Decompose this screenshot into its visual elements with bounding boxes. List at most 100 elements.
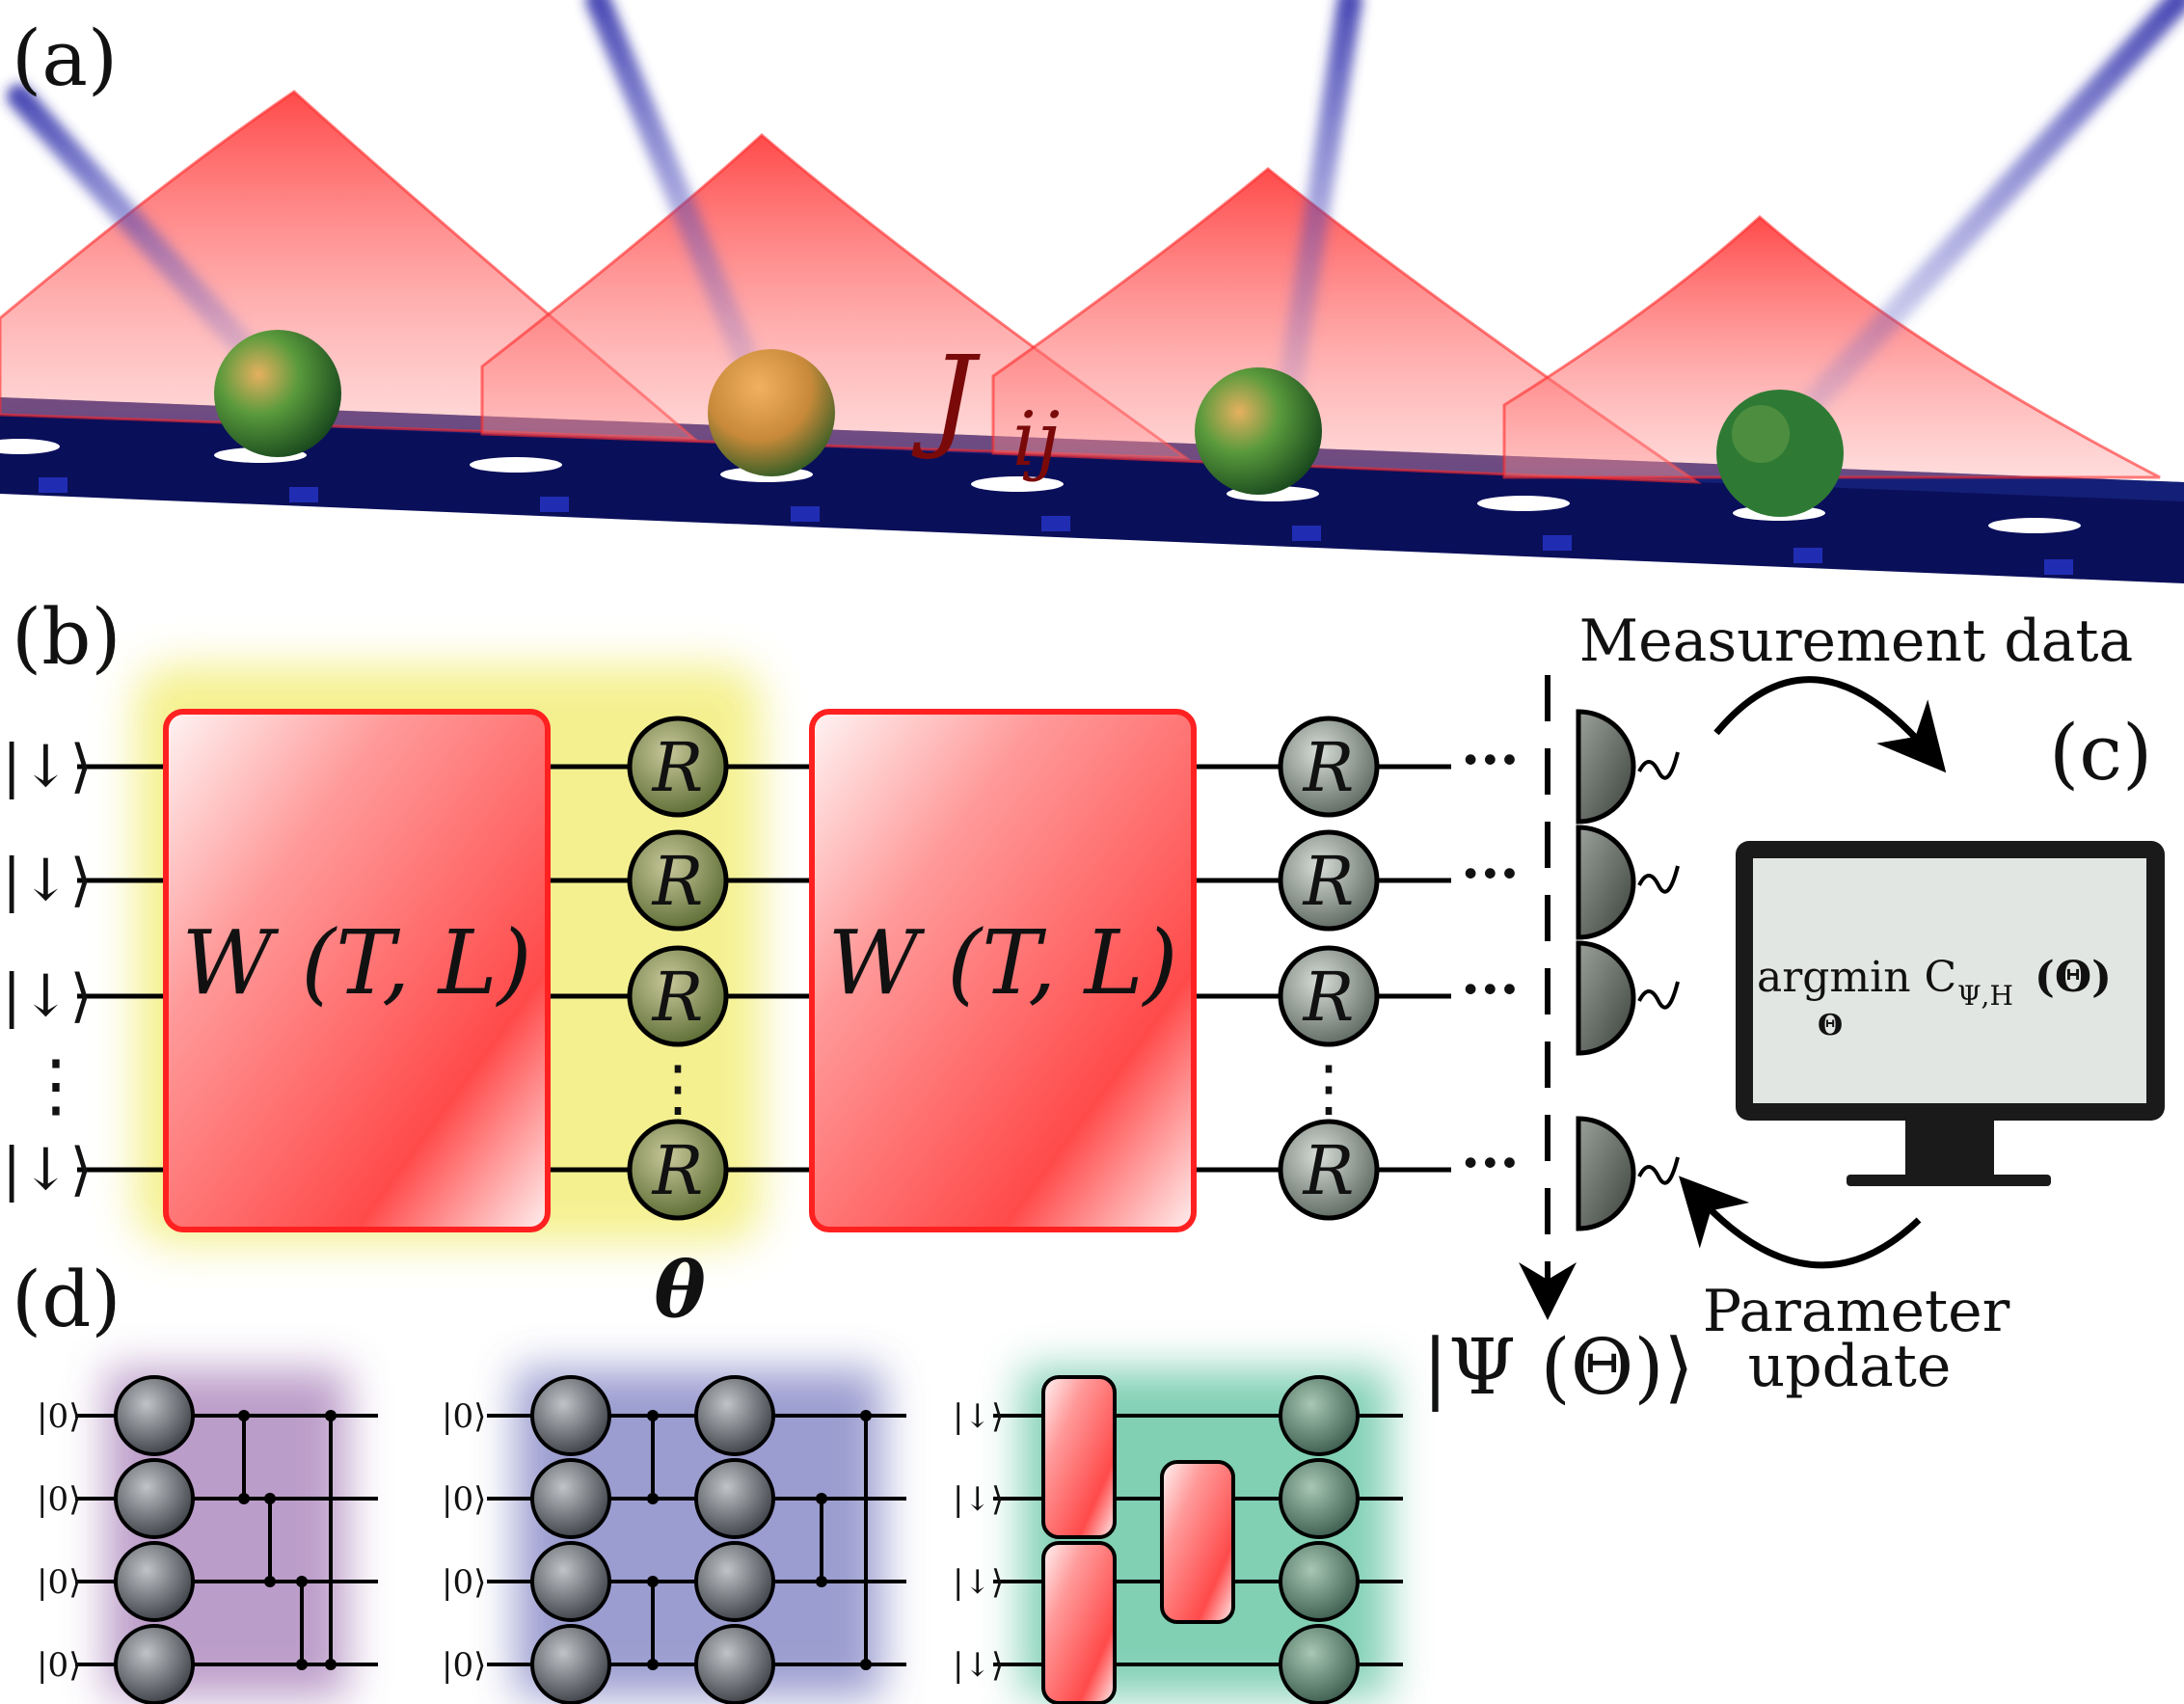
measurement-arrow bbox=[1713, 676, 1947, 773]
single-qubit-gate bbox=[694, 1458, 775, 1539]
rotation-gate bbox=[627, 829, 729, 932]
computer-monitor bbox=[1736, 841, 2165, 1186]
single-qubit-gate bbox=[1279, 1541, 1360, 1622]
input-states: |↓⟩ |↓⟩ |↓⟩ |↓⟩ ⋮ bbox=[2, 733, 93, 1204]
atom bbox=[214, 330, 341, 457]
screen-argument: (Θ) bbox=[2035, 953, 2112, 1002]
lattice-site bbox=[1477, 496, 1570, 511]
two-qubit-gate bbox=[1160, 1460, 1235, 1624]
ket-down: |↓⟩ bbox=[953, 1646, 1004, 1685]
ket-zero: |0⟩ bbox=[442, 1480, 486, 1519]
detector bbox=[1576, 709, 1636, 825]
rotation-gate bbox=[627, 1119, 729, 1221]
detector bbox=[1576, 825, 1636, 940]
ket-zero: |0⟩ bbox=[37, 1397, 81, 1436]
potential-wedge bbox=[1502, 214, 2161, 479]
input-ket: |↓⟩ bbox=[2, 733, 93, 800]
laser-beam bbox=[585, 0, 769, 398]
single-qubit-gate bbox=[114, 1624, 195, 1704]
rotation-label: R bbox=[651, 842, 704, 921]
input-ket: |↓⟩ bbox=[2, 847, 93, 914]
panel-label-a: (a) bbox=[12, 14, 118, 103]
rotation-gate bbox=[1278, 1119, 1380, 1221]
detectors bbox=[1576, 709, 1636, 1231]
wire-ellipsis: ··· bbox=[1461, 1130, 1520, 1196]
ket-zero: |0⟩ bbox=[442, 1646, 486, 1685]
rotation-column-2 bbox=[1278, 716, 1380, 1221]
wire-ellipsis: ··· bbox=[1461, 957, 1520, 1022]
update-arrow bbox=[1678, 1176, 1922, 1269]
rotation-label: R bbox=[1302, 842, 1355, 921]
rotation-gate bbox=[627, 716, 729, 818]
single-qubit-gate bbox=[1279, 1458, 1360, 1539]
rotation-label: R bbox=[651, 728, 704, 807]
rotation-label: R bbox=[1302, 1131, 1355, 1210]
circuit-1: |0⟩ |0⟩ |0⟩ |0⟩ bbox=[37, 1369, 378, 1704]
panel-b: (b) |↓⟩ |↓⟩ |↓⟩ |↓⟩ ⋮ W (T, L) W (T, L) bbox=[2, 592, 2133, 1412]
laser-beam bbox=[7, 84, 283, 389]
ket-zero: |0⟩ bbox=[37, 1480, 81, 1519]
rotation-gate bbox=[1278, 829, 1380, 932]
circuit-3: |↓⟩ |↓⟩ |↓⟩ |↓⟩ bbox=[953, 1369, 1403, 1704]
monitor-stand bbox=[1905, 1121, 1994, 1178]
single-qubit-gate bbox=[114, 1375, 195, 1456]
panel-c: (c) argmin C Ψ,H (Θ) Θ Parameter update bbox=[1678, 708, 2165, 1400]
measurement-label: Measurement data bbox=[1579, 608, 2134, 675]
ket-zero: |0⟩ bbox=[37, 1646, 81, 1685]
single-qubit-gate bbox=[1279, 1624, 1360, 1704]
single-qubit-gate bbox=[1279, 1375, 1360, 1456]
rotation-label: R bbox=[1302, 728, 1355, 807]
input-ket: |↓⟩ bbox=[2, 962, 93, 1030]
atom bbox=[708, 349, 835, 476]
single-qubit-gate bbox=[530, 1624, 611, 1704]
panel-label-c: (c) bbox=[2049, 708, 2152, 798]
input-ket: |↓⟩ bbox=[2, 1136, 93, 1204]
screen-argmin: argmin C bbox=[1757, 953, 1956, 1002]
interaction-potentials bbox=[0, 90, 2161, 484]
panel-label-b: (b) bbox=[12, 592, 121, 682]
two-qubit-gate bbox=[1041, 1375, 1117, 1539]
wire-ellipsis: ··· bbox=[1461, 727, 1520, 793]
single-qubit-gate bbox=[530, 1458, 611, 1539]
panel-label-d: (d) bbox=[12, 1255, 121, 1344]
laser-beam bbox=[1275, 0, 1362, 418]
w-block-label: W (T, L) bbox=[827, 911, 1177, 1014]
ket-zero: |0⟩ bbox=[37, 1563, 81, 1602]
rotation-vdots: ⋮ bbox=[1298, 1053, 1360, 1124]
atom bbox=[1195, 367, 1322, 495]
detector-signals bbox=[1637, 751, 1680, 1185]
detector bbox=[1576, 1116, 1636, 1231]
theta-label: θ bbox=[654, 1244, 706, 1335]
rotation-column-1 bbox=[627, 716, 729, 1221]
update-label-2: update bbox=[1748, 1333, 1952, 1400]
ket-down: |↓⟩ bbox=[953, 1397, 1004, 1436]
atoms bbox=[214, 330, 1844, 517]
circuit-2: |0⟩ |0⟩ |0⟩ |0⟩ bbox=[442, 1369, 906, 1704]
single-qubit-gate bbox=[530, 1541, 611, 1622]
single-qubit-gate bbox=[694, 1375, 775, 1456]
ket-down: |↓⟩ bbox=[953, 1480, 1004, 1519]
rotation-vdots: ⋮ bbox=[647, 1053, 709, 1124]
input-vdots: ⋮ bbox=[21, 1044, 91, 1125]
panel-d: (d) bbox=[12, 1255, 1403, 1704]
panel-a: J ij (a) bbox=[0, 0, 2184, 583]
screen-under: Θ bbox=[1818, 1009, 1843, 1042]
rotation-label: R bbox=[651, 1131, 704, 1210]
single-qubit-gate bbox=[694, 1541, 775, 1622]
lattice-site bbox=[470, 457, 562, 473]
monitor-screen bbox=[1753, 858, 2146, 1103]
rotation-label: R bbox=[1302, 958, 1355, 1037]
w-block-1: W (T, L) bbox=[163, 709, 551, 1232]
single-qubit-gate bbox=[694, 1624, 775, 1704]
update-label-1: Parameter bbox=[1703, 1278, 2010, 1345]
single-qubit-gate bbox=[114, 1541, 195, 1622]
laser-beams bbox=[7, 0, 2184, 437]
ket-zero: |0⟩ bbox=[442, 1563, 486, 1602]
screen-subscript: Ψ,H bbox=[1957, 980, 2013, 1012]
laser-beam bbox=[1781, 0, 2184, 437]
coupling-subscript: ij bbox=[1012, 396, 1060, 483]
single-qubit-gate bbox=[530, 1375, 611, 1456]
w-block-2: W (T, L) bbox=[809, 709, 1197, 1232]
detector bbox=[1576, 940, 1636, 1056]
